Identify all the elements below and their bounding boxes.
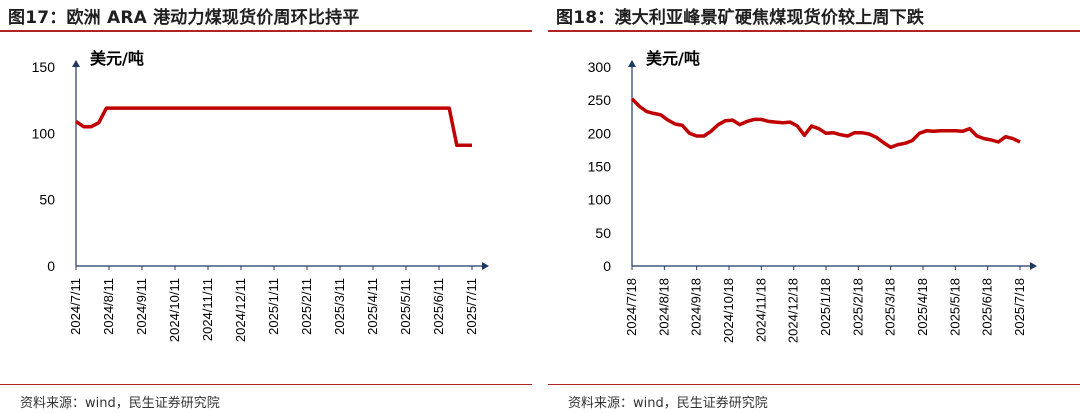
x-tick-label: 2025/6/18 xyxy=(980,278,995,336)
y-tick-label: 200 xyxy=(588,125,612,141)
y-axis-arrow xyxy=(628,60,636,67)
x-tick-label: 2025/2/11 xyxy=(299,278,314,335)
y-tick-label: 300 xyxy=(588,59,612,75)
x-tick-label: 2025/4/18 xyxy=(915,278,930,336)
x-tick-label: 2025/3/11 xyxy=(332,278,347,335)
source-rule xyxy=(0,384,532,385)
x-tick-label: 2024/8/18 xyxy=(656,278,671,336)
x-tick-label: 2025/1/18 xyxy=(818,278,833,336)
y-tick-label: 50 xyxy=(39,192,55,208)
chart-title: 图17：欧洲 ARA 港动力煤现货价周环比持平 xyxy=(8,8,360,28)
y-tick-label: 100 xyxy=(32,125,56,141)
chart-panel-right: 图18：澳大利亚峰景矿硬焦煤现货价较上周下跌 美元/吨 0 50 100 150 200 2… xyxy=(548,0,1080,413)
x-tick-label: 2024/11/11 xyxy=(200,278,215,341)
x-tick-label: 2024/10/11 xyxy=(167,278,182,342)
x-tick-label: 2024/9/11 xyxy=(134,278,149,335)
y-axis-unit: 美元/吨 xyxy=(90,49,144,68)
x-tick-label: 2024/11/18 xyxy=(753,278,768,342)
x-axis-arrow xyxy=(482,262,489,270)
y-axis-unit: 美元/吨 xyxy=(646,49,700,68)
x-tick-label: 2024/7/18 xyxy=(624,278,639,336)
x-tick-label: 2025/1/11 xyxy=(266,278,281,335)
y-tick-label: 0 xyxy=(47,258,55,274)
y-tick-label: 150 xyxy=(32,59,56,75)
x-tick-label: 2024/7/11 xyxy=(68,278,83,335)
y-tick-label: 100 xyxy=(588,192,612,208)
source-note: 资料来源：wind，民生证券研究院 xyxy=(20,396,220,411)
chart-panel-left: 图17：欧洲 ARA 港动力煤现货价周环比持平 美元/吨 0 50 100 150 202… xyxy=(0,0,532,413)
source-note: 资料来源：wind，民生证券研究院 xyxy=(568,396,768,411)
source-rule xyxy=(548,384,1080,385)
title-rule xyxy=(548,30,1080,32)
x-tick-label: 2025/5/11 xyxy=(398,278,413,335)
x-tick-label: 2025/5/18 xyxy=(947,278,962,336)
y-axis-arrow xyxy=(72,60,80,67)
price-series-line xyxy=(630,97,1021,150)
y-tick-label: 50 xyxy=(595,225,611,241)
x-axis-arrow xyxy=(1030,262,1037,270)
x-tick-label: 2024/8/11 xyxy=(101,278,116,335)
chart-title: 图18：澳大利亚峰景矿硬焦煤现货价较上周下跌 xyxy=(556,8,925,28)
x-tick-label: 2024/10/18 xyxy=(721,278,736,343)
y-tick-label: 0 xyxy=(603,258,611,274)
x-tick-label: 2025/7/11 xyxy=(464,278,479,335)
line-chart-peak-downs-coking-coal-price: 美元/吨 0 50 100 150 200 250 300 2024/7/18 2024/8/18… xyxy=(588,49,1037,343)
x-tick-label: 2024/12/11 xyxy=(233,278,248,342)
x-tick-label: 2025/4/11 xyxy=(365,278,380,335)
line-chart-ara-coal-price: 美元/吨 0 50 100 150 2024/7/11 2024/8/11 2024/9/11… xyxy=(32,49,489,342)
y-tick-label: 250 xyxy=(588,92,612,108)
x-tick-label: 2025/7/18 xyxy=(1012,278,1027,336)
x-tick-label: 2024/12/18 xyxy=(786,278,801,343)
x-tick-label: 2025/2/18 xyxy=(850,278,865,336)
title-rule xyxy=(0,30,532,32)
price-series-line xyxy=(74,106,472,148)
x-tick-label: 2025/6/11 xyxy=(431,278,446,335)
y-tick-label: 150 xyxy=(588,159,612,175)
x-tick-label: 2025/3/18 xyxy=(883,278,898,336)
x-tick-label: 2024/9/18 xyxy=(689,278,704,336)
